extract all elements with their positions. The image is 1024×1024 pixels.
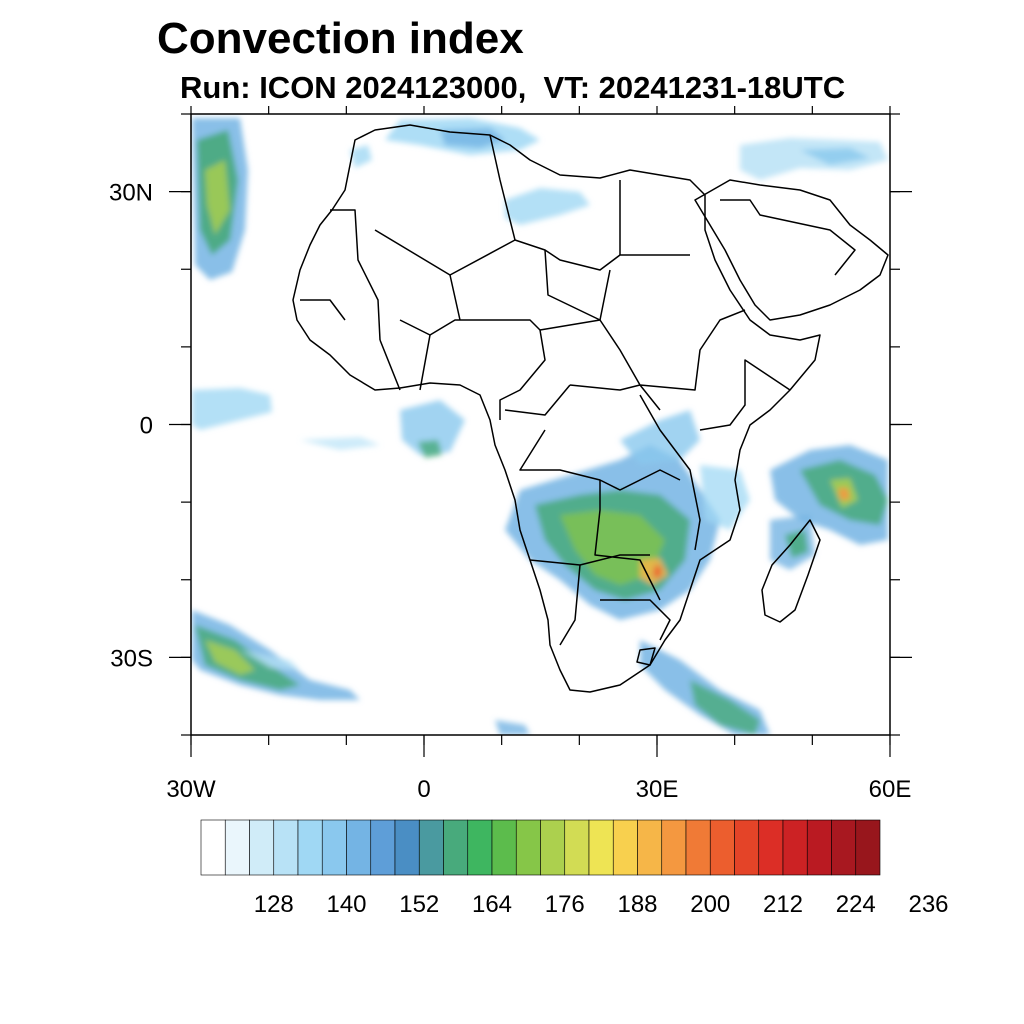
x-tick-label: 0 (417, 776, 430, 803)
colorbar-box (806, 819, 832, 876)
colorbar-label: 224 (836, 891, 876, 918)
y-tick-label: 0 (140, 413, 153, 440)
colorbar-label: 164 (472, 891, 512, 918)
colorbar-box (709, 819, 735, 876)
colorbar-box (394, 819, 420, 876)
colorbar-box (418, 819, 444, 876)
colorbar-box (443, 819, 469, 876)
colorbar-labels: 128 140 152 164 176 188 200 212 224 236 (254, 891, 949, 918)
colorbar-box (661, 819, 687, 876)
colorbar-box (734, 819, 760, 876)
colorbar-box (612, 819, 638, 876)
axis-ticks (169, 106, 912, 757)
colorbar-box (224, 819, 250, 876)
colorbar-label: 128 (254, 891, 294, 918)
colorbar-box (297, 819, 323, 876)
colorbar-box (685, 819, 711, 876)
colorbar-label: 212 (763, 891, 803, 918)
colorbar-box (758, 819, 784, 876)
colorbar-box (200, 819, 226, 876)
colorbar-box (346, 819, 372, 876)
colorbar-label: 236 (908, 891, 948, 918)
colorbar-box (273, 819, 299, 876)
x-tick-label: 60E (869, 776, 912, 803)
colorbar-label: 140 (326, 891, 366, 918)
x-tick-label: 30E (636, 776, 679, 803)
colorbar-box (515, 819, 541, 876)
colorbar-box (540, 819, 566, 876)
colorbar-label: 188 (617, 891, 657, 918)
colorbar-box (588, 819, 614, 876)
colorbar-box (321, 819, 347, 876)
colorbar-label: 176 (545, 891, 585, 918)
map-area (192, 118, 889, 735)
map-subtitle: Run: ICON 2024123000, VT: 20241231-18UTC (180, 70, 846, 105)
colorbar-box (855, 819, 881, 876)
map-title: Convection index (157, 14, 524, 63)
colorbar-box (564, 819, 590, 876)
colorbar-box (831, 819, 857, 876)
colorbar-box (782, 819, 808, 876)
y-tick-label: 30S (110, 645, 153, 672)
colorbar-box (370, 819, 396, 876)
colorbar-label: 152 (399, 891, 439, 918)
convection-field (192, 118, 888, 735)
colorbar-box (249, 819, 275, 876)
coastlines-and-borders (292, 124, 889, 693)
colorbar-box (491, 819, 517, 876)
axis-tick-labels: 30W 0 30E 60E 30N 0 30S (109, 180, 911, 803)
colorbar-label: 200 (690, 891, 730, 918)
y-tick-label: 30N (109, 180, 153, 207)
colorbar-box (637, 819, 663, 876)
colorbar-box (467, 819, 493, 876)
colorbar (200, 819, 881, 876)
x-tick-label: 30W (166, 776, 216, 803)
